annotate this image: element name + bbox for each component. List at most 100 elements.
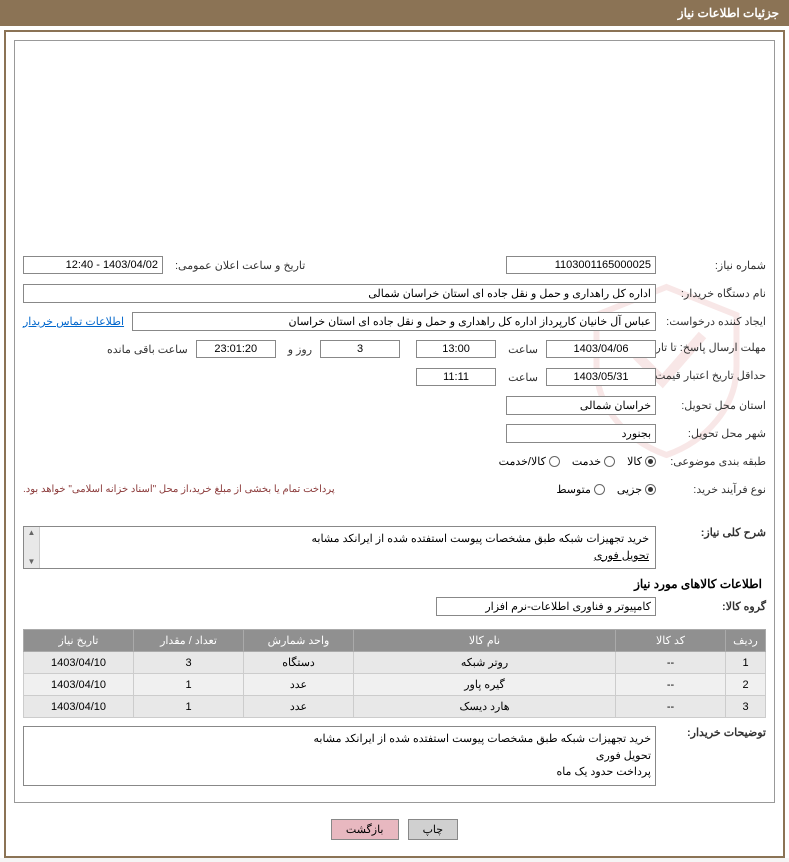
radio-option[interactable]: جزیی xyxy=(617,483,656,496)
table-cell: 1 xyxy=(726,652,766,674)
table-cell: 1403/04/10 xyxy=(24,652,134,674)
table-body: 1--روتر شبکهدستگاه31403/04/102--گیره پاو… xyxy=(24,652,766,718)
label-response-deadline: مهلت ارسال پاسخ: تا تاریخ: xyxy=(656,342,766,355)
field-validity-date: 1403/05/31 xyxy=(546,368,656,386)
radio-option[interactable]: متوسط xyxy=(556,483,605,496)
buyer-notes-box: خرید تجهیزات شبکه طبق مشخصات پیوست استفت… xyxy=(23,726,656,786)
notes-line3: پرداخت حدود یک ماه xyxy=(28,764,651,781)
radio-dot-icon xyxy=(594,484,605,495)
row-province: استان محل تحویل: خراسان شمالی xyxy=(23,394,766,416)
field-province: خراسان شمالی xyxy=(506,396,656,415)
row-requester: ایجاد کننده درخواست: عباس آل خانیان کارپ… xyxy=(23,310,766,332)
label-province: استان محل تحویل: xyxy=(656,399,766,412)
radio-dot-icon xyxy=(549,456,560,467)
label-validity: حداقل تاریخ اعتبار قیمت: تا تاریخ: xyxy=(656,370,766,383)
table-cell: گیره پاور xyxy=(354,674,616,696)
table-cell: روتر شبکه xyxy=(354,652,616,674)
field-validity-time: 11:11 xyxy=(416,368,496,386)
table-cell: 3 xyxy=(134,652,244,674)
table-header-cell: تاریخ نیاز xyxy=(24,630,134,652)
table-cell: عدد xyxy=(244,674,354,696)
label-remaining: ساعت باقی مانده xyxy=(103,343,188,356)
label-item-group: گروه کالا: xyxy=(656,600,766,613)
field-resp-time: 13:00 xyxy=(416,340,496,358)
radio-label: کالا/خدمت xyxy=(499,455,546,468)
page-container: جزئیات اطلاعات نیاز شماره نیاز: 11030011… xyxy=(0,0,789,858)
radio-option[interactable]: کالا/خدمت xyxy=(499,455,560,468)
label-need-desc: شرح کلی نیاز: xyxy=(656,526,766,539)
table-header-cell: تعداد / مقدار xyxy=(134,630,244,652)
field-requester: عباس آل خانیان کارپرداز اداره کل راهداری… xyxy=(132,312,656,331)
row-city: شهر محل تحویل: بجنورد xyxy=(23,422,766,444)
category-radio-group: کالا خدمت کالا/خدمت xyxy=(499,455,656,468)
table-row: 3--هارد دیسکعدد11403/04/10 xyxy=(24,696,766,718)
field-announce: 1403/04/02 - 12:40 xyxy=(23,256,163,274)
row-need-no: شماره نیاز: 1103001165000025 تاریخ و ساع… xyxy=(23,254,766,276)
row-process: نوع فرآیند خرید: جزیی متوسط پرداخت تمام ی… xyxy=(23,478,766,500)
radio-option[interactable]: خدمت xyxy=(572,455,615,468)
page-title: جزئیات اطلاعات نیاز xyxy=(678,6,779,20)
page-title-bar: جزئیات اطلاعات نیاز xyxy=(0,0,789,26)
field-buyer-org: اداره کل راهداری و حمل و نقل جاده ای است… xyxy=(23,284,656,303)
label-category: طبقه بندی موضوعی: xyxy=(656,455,766,468)
radio-label: جزیی xyxy=(617,483,642,496)
table-cell: دستگاه xyxy=(244,652,354,674)
notes-line2: تحویل فوری xyxy=(28,748,651,765)
table-header-cell: ردیف xyxy=(726,630,766,652)
need-desc-box[interactable]: ▲▼ خرید تجهیزات شبکه طبق مشخصات پیوست اس… xyxy=(23,526,656,569)
table-cell: 3 xyxy=(726,696,766,718)
radio-label: کالا xyxy=(627,455,642,468)
label-buyer-org: نام دستگاه خریدار: xyxy=(656,287,766,300)
process-radio-group: جزیی متوسط xyxy=(556,483,656,496)
field-city: بجنورد xyxy=(506,424,656,443)
field-remaining-time: 23:01:20 xyxy=(196,340,276,358)
table-row: 1--روتر شبکهدستگاه31403/04/10 xyxy=(24,652,766,674)
table-cell: -- xyxy=(616,652,726,674)
need-desc-line1: خرید تجهیزات شبکه طبق مشخصات پیوست استفت… xyxy=(44,531,649,548)
field-resp-date: 1403/04/06 xyxy=(546,340,656,358)
label-buyer-notes: توضیحات خریدار: xyxy=(656,726,766,739)
table-header-cell: کد کالا xyxy=(616,630,726,652)
scroll-handle-icon[interactable]: ▲▼ xyxy=(24,527,40,568)
field-need-no: 1103001165000025 xyxy=(506,256,656,274)
row-category: طبقه بندی موضوعی: کالا خدمت کالا/خدمت xyxy=(23,450,766,472)
table-header-cell: نام کالا xyxy=(354,630,616,652)
field-remaining-days: 3 xyxy=(320,340,400,358)
payment-note: پرداخت تمام یا بخشی از مبلغ خرید،از محل … xyxy=(23,484,335,495)
row-buyer-notes: توضیحات خریدار: خرید تجهیزات شبکه طبق مش… xyxy=(23,726,766,786)
row-response-deadline: مهلت ارسال پاسخ: تا تاریخ: 1403/04/06 سا… xyxy=(23,338,766,360)
print-button[interactable]: چاپ xyxy=(408,819,459,840)
label-days-and: روز و xyxy=(284,343,312,356)
table-cell: 1 xyxy=(134,674,244,696)
table-cell: 1403/04/10 xyxy=(24,674,134,696)
back-button[interactable]: بازگشت xyxy=(331,819,399,840)
label-announce: تاریخ و ساعت اعلان عمومی: xyxy=(171,259,305,272)
buyer-contact-link[interactable]: اطلاعات تماس خریدار xyxy=(23,315,124,328)
field-item-group: کامپیوتر و فناوری اطلاعات-نرم افزار xyxy=(436,597,656,616)
label-time-2: ساعت xyxy=(504,371,538,384)
table-cell: -- xyxy=(616,674,726,696)
radio-option[interactable]: کالا xyxy=(627,455,656,468)
label-city: شهر محل تحویل: xyxy=(656,427,766,440)
table-cell: عدد xyxy=(244,696,354,718)
label-requester: ایجاد کننده درخواست: xyxy=(656,315,766,328)
notes-line1: خرید تجهیزات شبکه طبق مشخصات پیوست استفت… xyxy=(28,731,651,748)
radio-dot-icon xyxy=(604,456,615,467)
radio-label: خدمت xyxy=(572,455,601,468)
items-table: ردیفکد کالانام کالاواحد شمارشتعداد / مقد… xyxy=(23,629,766,718)
table-cell: -- xyxy=(616,696,726,718)
table-cell: هارد دیسک xyxy=(354,696,616,718)
radio-dot-icon xyxy=(645,484,656,495)
details-box: شماره نیاز: 1103001165000025 تاریخ و ساع… xyxy=(14,40,775,803)
button-row: چاپ بازگشت xyxy=(14,811,775,848)
label-need-no: شماره نیاز: xyxy=(656,259,766,272)
table-cell: 1403/04/10 xyxy=(24,696,134,718)
radio-dot-icon xyxy=(645,456,656,467)
row-buyer-org: نام دستگاه خریدار: اداره کل راهداری و حم… xyxy=(23,282,766,304)
table-cell: 1 xyxy=(134,696,244,718)
radio-label: متوسط xyxy=(556,483,591,496)
label-time-1: ساعت xyxy=(504,343,538,356)
table-header-cell: واحد شمارش xyxy=(244,630,354,652)
label-process: نوع فرآیند خرید: xyxy=(656,483,766,496)
need-desc-line2: تحویل فوری xyxy=(44,548,649,565)
